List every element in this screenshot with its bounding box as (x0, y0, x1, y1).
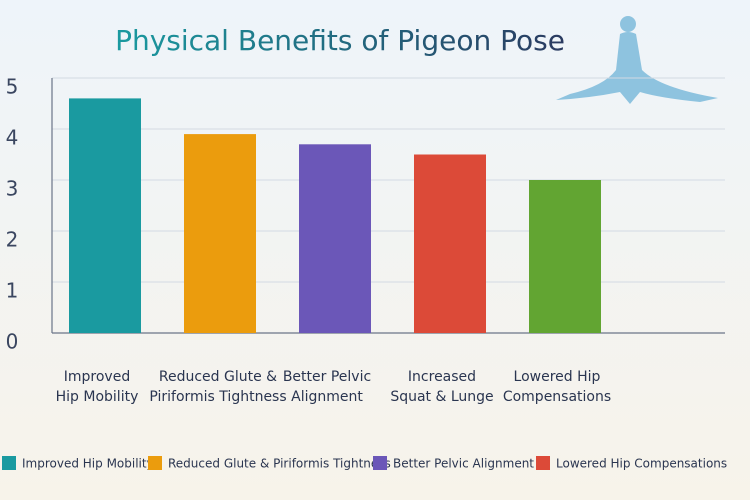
x-tick-label: Improved (64, 369, 130, 385)
legend-label: Lowered Hip Compensations (556, 457, 727, 471)
legend-swatch (2, 456, 16, 470)
chart-title: Physical Benefits of Pigeon Pose (115, 24, 565, 57)
x-tick-label: Increased (408, 369, 476, 385)
legend-label: Improved Hip Mobility (22, 457, 154, 471)
x-tick-label: Hip Mobility (56, 389, 139, 405)
yoga-silhouette (556, 16, 718, 104)
x-tick-label: Reduced Glute & (159, 369, 277, 385)
bar (299, 144, 371, 333)
y-tick-label: 0 (6, 330, 19, 354)
legend-swatch (148, 456, 162, 470)
y-tick-label: 1 (6, 279, 19, 303)
legend-swatch (536, 456, 550, 470)
legend-label: Reduced Glute & Piriformis Tightness (168, 457, 391, 471)
x-tick-label: Squat & Lunge (390, 389, 493, 405)
x-tick-label: Compensations (503, 389, 611, 405)
x-tick-label: Piriformis Tightness (149, 389, 286, 405)
bar (414, 154, 486, 333)
y-tick-label: 5 (6, 75, 19, 99)
x-tick-label: Better Pelvic (283, 369, 371, 385)
legend-swatch (373, 456, 387, 470)
legend-label: Better Pelvic Alignment (393, 457, 534, 471)
y-tick-label: 2 (6, 228, 19, 252)
bar (529, 180, 601, 333)
y-tick-label: 3 (6, 177, 19, 201)
x-tick-label: Lowered Hip (514, 369, 601, 385)
bar (184, 134, 256, 333)
bar (69, 98, 141, 334)
y-tick-label: 4 (6, 126, 19, 150)
x-tick-label: Alignment (291, 389, 363, 405)
